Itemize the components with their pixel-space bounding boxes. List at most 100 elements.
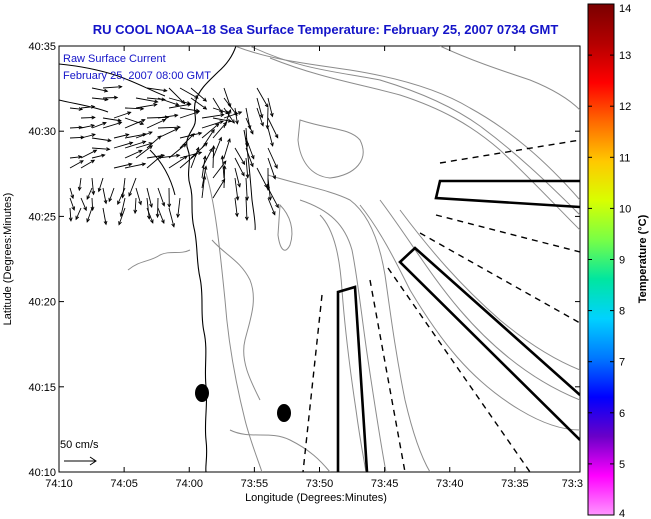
current-vector <box>68 207 73 222</box>
current-vector <box>157 187 166 207</box>
station-marker <box>195 384 209 402</box>
current-vector <box>146 118 167 129</box>
current-vector <box>91 97 109 102</box>
current-vector <box>223 137 231 159</box>
current-vector <box>146 207 154 224</box>
colorbar-tick-label: 12 <box>619 101 631 113</box>
current-vector <box>212 160 227 179</box>
current-vector <box>97 177 104 193</box>
current-vector <box>212 136 222 159</box>
current-vector <box>234 167 241 188</box>
station-marker <box>277 404 291 422</box>
current-vector <box>102 84 123 89</box>
current-vector <box>176 197 181 219</box>
current-vector <box>135 145 153 159</box>
current-vector <box>91 177 96 196</box>
current-vector <box>190 146 200 169</box>
current-vector <box>124 149 143 159</box>
current-vector <box>128 177 137 197</box>
y-tick-label: 40:25 <box>28 211 56 223</box>
current-vector <box>201 113 225 119</box>
current-vector <box>223 111 243 119</box>
sandy-hook <box>243 129 256 231</box>
current-vector <box>69 107 84 111</box>
current-vector <box>168 207 176 228</box>
current-vector <box>77 177 82 192</box>
current-vector <box>211 144 216 169</box>
current-vector <box>102 117 123 123</box>
current-vector <box>157 153 181 159</box>
current-vector <box>69 125 83 130</box>
current-vector <box>113 111 132 119</box>
y-tick-label: 40:35 <box>28 41 56 53</box>
current-vector <box>146 87 168 93</box>
current-vector <box>124 162 147 169</box>
current-vector <box>117 187 126 206</box>
plot-area <box>58 45 581 473</box>
x-tick-label: 73:35 <box>501 478 529 490</box>
current-vector <box>267 197 276 216</box>
current-vector <box>80 197 87 212</box>
colorbar: 14 13 12 11 10 9 8 7 6 5 4 Temperature (°C) <box>587 3 649 519</box>
current-vector <box>118 207 126 226</box>
current-vector <box>245 117 254 135</box>
current-vector <box>124 140 147 149</box>
scale-arrow <box>64 456 97 466</box>
current-vector <box>80 124 96 129</box>
current-vector <box>267 117 279 139</box>
current-vector <box>256 87 269 109</box>
current-vector <box>179 110 200 119</box>
current-vector <box>157 128 179 139</box>
current-vector <box>135 187 142 206</box>
x-tick-label: 73:45 <box>371 478 399 490</box>
current-vector <box>157 207 165 225</box>
current-vector <box>146 187 153 209</box>
x-tick-label: 74:00 <box>175 478 203 490</box>
current-vector <box>234 147 246 166</box>
colorbar-tick-label: 9 <box>619 255 625 267</box>
current-vector <box>69 155 83 159</box>
current-vector <box>201 123 220 139</box>
current-vector <box>179 87 199 99</box>
current-vector <box>201 128 215 149</box>
current-vector <box>86 187 93 200</box>
current-vector <box>267 187 279 209</box>
current-vector <box>168 87 186 105</box>
current-vector <box>80 149 98 159</box>
current-vector <box>245 147 254 168</box>
colorbar-label: Temperature (°C) <box>637 214 649 303</box>
current-vector <box>190 97 208 110</box>
current-vector <box>86 207 93 223</box>
current-vector <box>69 160 84 169</box>
colorbar-tick-label: 4 <box>619 508 625 519</box>
current-vector <box>267 97 274 118</box>
y-tick-label: 40:20 <box>28 297 56 309</box>
y-tick-label: 40:10 <box>28 467 56 479</box>
current-vector <box>245 137 255 160</box>
current-vector <box>80 104 96 109</box>
colorbar-tick-label: 8 <box>619 306 625 318</box>
x-axis-label: Longitude (Degrees:Minutes) <box>245 492 387 504</box>
chart-title: RU COOL NOAA–18 Sea Surface Temperature:… <box>92 22 559 37</box>
current-vector <box>234 197 239 218</box>
current-vector <box>234 157 245 177</box>
current-vector <box>245 157 250 179</box>
x-tick-label: 74:05 <box>110 478 138 490</box>
current-vector <box>179 131 203 139</box>
current-vector <box>133 197 138 215</box>
current-vector <box>157 97 180 107</box>
current-vector <box>91 147 111 152</box>
y-tick-label: 40:15 <box>28 382 56 394</box>
current-vector <box>113 141 134 149</box>
y-axis: 40:35 40:30 40:25 40:20 40:15 40:10 <box>28 41 580 479</box>
current-vector <box>108 187 115 203</box>
x-tick-label: 73:50 <box>306 478 334 490</box>
current-vector <box>223 107 235 124</box>
current-vector <box>179 133 195 149</box>
current-vector <box>124 119 146 129</box>
colorbar-tick-label: 13 <box>619 50 631 62</box>
current-vector <box>80 115 96 120</box>
scale-label: 50 cm/s <box>60 439 99 451</box>
current-vector <box>69 187 75 200</box>
current-vector <box>267 147 278 169</box>
